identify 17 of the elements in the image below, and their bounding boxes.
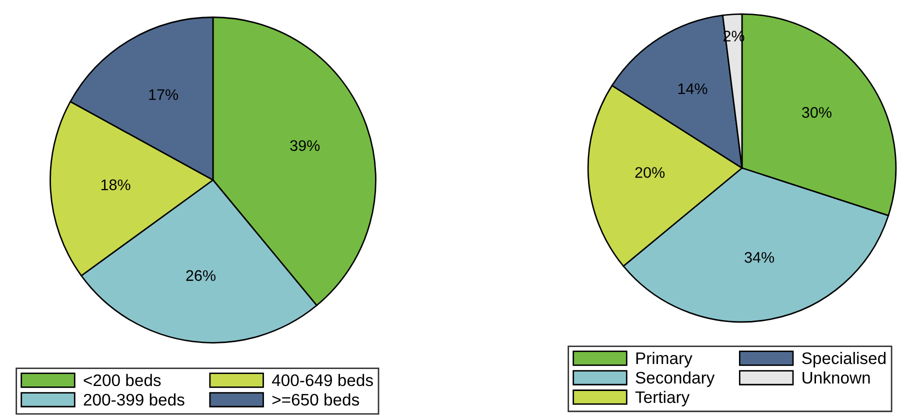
data-label: 34%	[744, 252, 774, 263]
legend-label: Unknown	[802, 371, 870, 384]
data-label: 17%	[149, 89, 178, 100]
data-label: 20%	[635, 167, 665, 178]
legend-label: 200-399 beds	[84, 393, 184, 406]
data-label: 14%	[678, 83, 708, 94]
data-label: 26%	[186, 270, 216, 281]
legend-label: 400-649 beds	[272, 374, 373, 386]
legend-label: Primary	[636, 352, 692, 368]
legend-label: Tertiary	[635, 390, 690, 406]
legend-label: Specialised	[802, 352, 886, 368]
legend-label: <200 beds	[84, 374, 161, 386]
data-label: 18%	[101, 179, 130, 190]
legend-label: >=650 beds	[272, 393, 360, 406]
data-label: 30%	[802, 107, 832, 118]
data-label: 39%	[290, 140, 320, 152]
legend-label: Secondary	[636, 371, 715, 387]
